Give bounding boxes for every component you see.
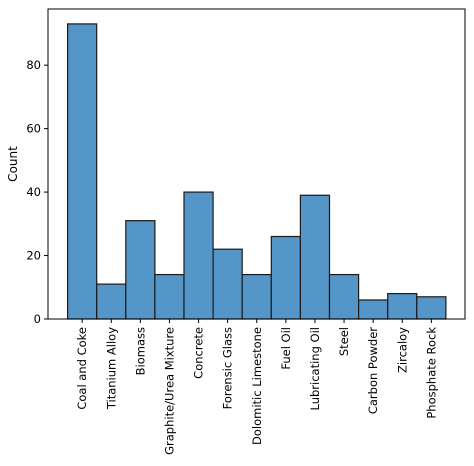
bar <box>183 191 214 320</box>
y-tick-label: 0 <box>34 312 41 326</box>
plot-frame <box>47 8 466 320</box>
bar <box>270 235 301 320</box>
bar <box>387 293 418 320</box>
y-tick-label: 20 <box>26 249 41 263</box>
bar <box>125 220 156 320</box>
y-tick-label: 40 <box>26 185 41 199</box>
x-tick-label: Graphite/Urea Mixture <box>162 327 176 455</box>
x-tick-label: Phosphate Rock <box>424 327 438 419</box>
bar <box>241 273 272 320</box>
x-tick-label: Carbon Powder <box>366 327 380 414</box>
x-tick-label: Concrete <box>192 327 206 379</box>
x-tick-label: Steel <box>337 327 351 356</box>
bar <box>328 273 360 320</box>
y-tick-label: 80 <box>26 58 41 72</box>
x-axis-ticks: Coal and Coke Titanium Alloy Biomass Graphi… <box>75 319 438 455</box>
y-axis-ticks: 0 20 40 60 80 <box>26 58 48 326</box>
x-tick-label: Dolomitic Limestone <box>250 327 264 445</box>
bar <box>66 23 98 320</box>
x-tick-label: Titanium Alloy <box>104 327 118 410</box>
bar <box>96 283 127 320</box>
y-tick-label: 60 <box>26 122 41 136</box>
bar <box>154 273 185 320</box>
x-tick-label: Zircaloy <box>395 327 409 373</box>
x-tick-label: Coal and Coke <box>75 327 89 410</box>
x-tick-label: Biomass <box>133 327 147 375</box>
bar <box>416 296 447 320</box>
bar <box>212 248 243 320</box>
bar <box>299 194 331 320</box>
x-tick-label: Lubricating Oil <box>308 327 322 410</box>
bar <box>358 299 389 320</box>
x-tick-label: Fuel Oil <box>279 327 293 370</box>
bars-group <box>66 23 447 320</box>
y-axis-label: Count <box>6 146 20 182</box>
x-tick-label: Forensic Glass <box>221 327 235 409</box>
